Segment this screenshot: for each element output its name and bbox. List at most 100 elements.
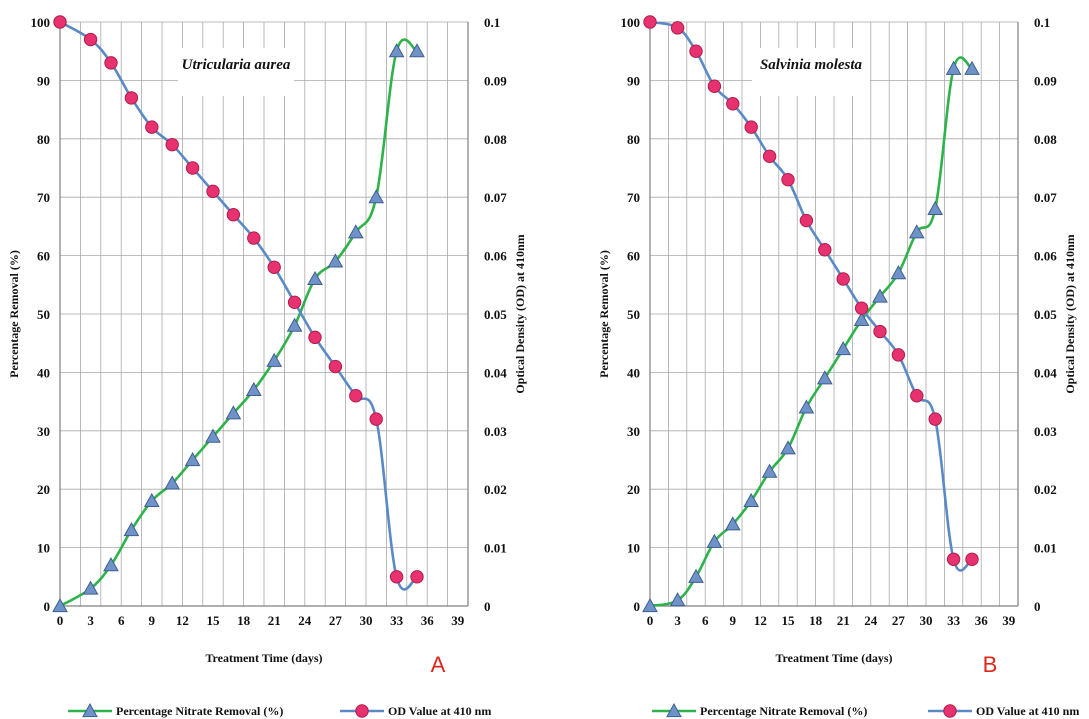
x-axis-title: Treatment Time (days) (205, 651, 322, 665)
triangle-marker (103, 557, 119, 572)
legend: Percentage Nitrate Removal (%) OD Value a… (652, 702, 1079, 718)
circle-marker (145, 120, 159, 134)
x-tick-label: 9 (730, 613, 737, 628)
y-tick-label: 30 (627, 424, 640, 439)
legend-label: Percentage Nitrate Removal (%) (116, 704, 283, 718)
triangle-marker (225, 405, 242, 420)
circle-marker (946, 552, 961, 566)
circle-marker (781, 172, 795, 187)
y2-tick-label: 0.04 (1034, 365, 1057, 380)
y-tick-label: 100 (621, 15, 641, 30)
y2-tick-label: 0.02 (484, 482, 507, 497)
series-nitrate-removal (642, 56, 980, 613)
legend-circle-marker (943, 704, 957, 718)
y2-tick-label: 0.05 (1034, 307, 1057, 322)
circle-marker (670, 21, 685, 35)
circle-marker (689, 44, 703, 58)
triangle-marker (82, 580, 99, 595)
circle-marker (83, 32, 98, 47)
y2-axis-title: Optical Density (OD) at 410nm (1063, 234, 1077, 393)
y2-tick-label: 0.07 (1034, 190, 1057, 205)
circle-marker (206, 184, 220, 199)
y-axis-title: Percentage Removal (%) (597, 250, 611, 378)
triangle-marker (669, 592, 686, 607)
triangle-marker (642, 597, 658, 613)
circle-marker (287, 295, 302, 310)
triangle-marker (927, 200, 944, 215)
y-tick-label: 60 (37, 249, 50, 264)
triangle-marker (964, 60, 980, 75)
x-tick-label: 33 (390, 613, 404, 628)
triangle-marker (409, 43, 425, 58)
circle-marker (965, 552, 979, 566)
x-tick-label: 15 (207, 613, 221, 628)
x-tick-label: 12 (754, 613, 767, 628)
x-tick-label: 21 (268, 613, 281, 628)
legend-triangle-marker (82, 702, 98, 718)
triangle-marker (761, 463, 778, 478)
triangle-marker (52, 597, 68, 613)
circle-marker (707, 79, 722, 93)
x-tick-label: 27 (892, 613, 906, 628)
y2-tick-label: 0.08 (1034, 132, 1057, 147)
circle-marker (328, 359, 343, 374)
y2-tick-label: 0.09 (1034, 73, 1057, 88)
y2-tick-label: 0.09 (484, 73, 507, 88)
y-tick-label: 40 (627, 365, 640, 380)
series-line (649, 20, 973, 572)
x-tick-label: 12 (176, 613, 189, 628)
triangle-marker (798, 399, 815, 414)
y2-tick-label: 0.01 (484, 541, 507, 556)
series-line (59, 38, 418, 608)
triangle-marker (123, 522, 140, 537)
circle-marker (410, 570, 424, 584)
chart-title: Salvinia molesta (760, 57, 863, 73)
triangle-marker (780, 440, 796, 455)
y2-tick-label: 0.03 (484, 424, 507, 439)
triangle-marker (307, 270, 323, 286)
y2-tick-label: 0.07 (484, 190, 507, 205)
y-tick-label: 10 (37, 541, 50, 556)
gridlines (649, 21, 1019, 607)
triangle-marker (245, 381, 262, 397)
chart-title: Utricularia aurea (182, 57, 291, 73)
circle-marker (389, 570, 404, 584)
y2-tick-label: 0 (1034, 599, 1041, 614)
circle-marker (267, 260, 281, 274)
x-tick-label: 30 (920, 613, 933, 628)
title-box (752, 48, 870, 96)
triangle-marker (286, 317, 303, 332)
y-tick-label: 40 (37, 365, 50, 380)
y2-tick-label: 0.08 (484, 132, 507, 147)
series-od-value (53, 15, 424, 591)
y-tick-label: 20 (37, 482, 50, 497)
legend-circle-marker (355, 704, 369, 718)
y2-tick-label: 0.01 (1034, 541, 1057, 556)
legend-item: OD Value at 410 nm (340, 704, 491, 718)
y-tick-label: 60 (627, 249, 640, 264)
circle-marker (928, 412, 942, 426)
triangle-marker (205, 428, 221, 443)
legend-label: Percentage Nitrate Removal (%) (700, 704, 867, 718)
triangle-marker (266, 352, 283, 367)
x-axis-title: Treatment Time (days) (775, 651, 892, 665)
legend: Percentage Nitrate Removal (%) OD Value a… (68, 702, 491, 718)
x-tick-label: 9 (149, 613, 156, 628)
x-tick-label: 24 (298, 613, 312, 628)
x-tick-label: 39 (1002, 613, 1016, 628)
y-tick-label: 90 (37, 73, 50, 88)
circle-marker (104, 56, 118, 70)
circle-marker (124, 91, 139, 105)
y2-tick-label: 0.1 (1034, 15, 1050, 30)
y-tick-label: 100 (31, 15, 51, 30)
circle-marker (308, 330, 322, 345)
x-tick-label: 0 (647, 613, 654, 628)
circle-marker (873, 324, 887, 339)
triangle-marker (945, 60, 962, 75)
circle-marker (185, 161, 200, 175)
y2-tick-label: 0.1 (484, 15, 500, 30)
series-line (649, 56, 973, 608)
triangle-marker (388, 43, 405, 58)
triangle-marker (368, 189, 385, 204)
